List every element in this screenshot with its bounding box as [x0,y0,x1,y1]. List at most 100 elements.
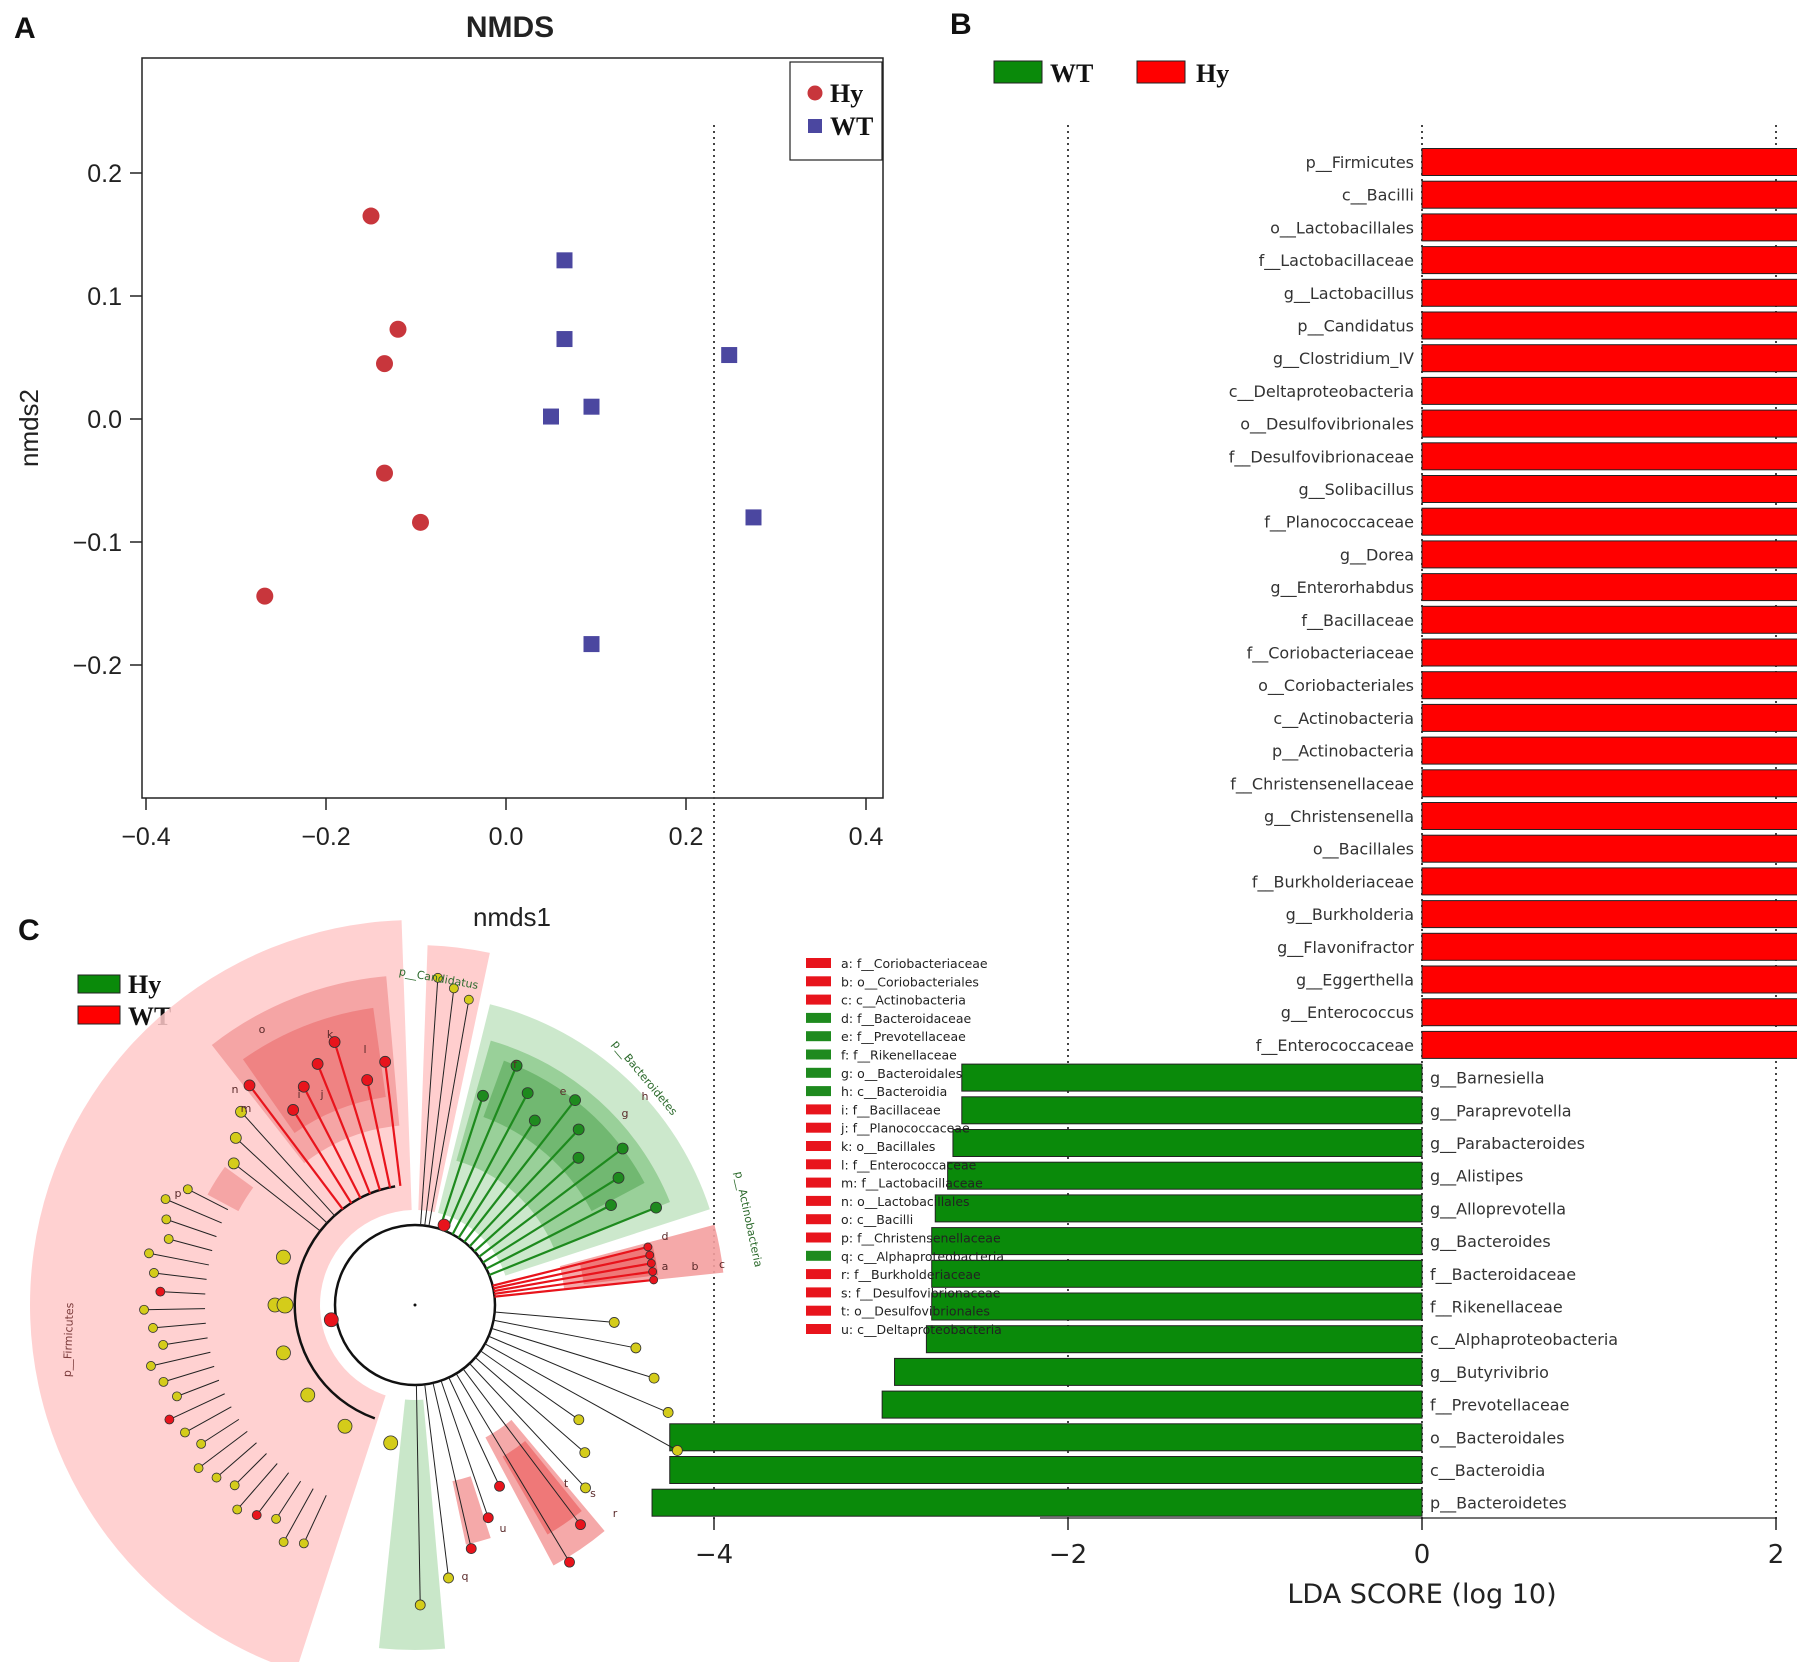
lda-x-tick-label: 2 [1768,1540,1785,1570]
nmds-point-wt [556,252,573,269]
lda-bar-label: g__Bacteroides [1430,1232,1551,1252]
lda-bar [934,1194,1423,1223]
clado-node-letter: j [319,1088,323,1101]
clado-branch [484,1343,678,1451]
clado-branch [216,1442,257,1478]
nmds-legend-hy-marker [807,85,823,101]
lda-bar-label: g__Lactobacillus [1284,284,1414,304]
lda-bar [1421,475,1797,503]
clado-branch [153,1272,207,1280]
clado-node [172,1391,182,1402]
clado-sector-label: p__Firmicutes [61,1302,77,1377]
clado-branch [144,1308,206,1311]
nmds-points [256,207,762,653]
lda-bar [1421,867,1797,896]
clado-branch [494,1270,653,1295]
clado-node [528,1114,541,1127]
lda-bar [961,1063,1423,1092]
clado-branch [303,1495,327,1544]
clado-node-letter: m [241,1102,252,1115]
clado-node [643,1242,653,1252]
clado-branch [424,988,455,1226]
lda-bar-label: f__Rikenellaceae [1430,1298,1563,1318]
clado-key-swatch [806,994,831,1005]
clado-key-swatch [806,1104,831,1115]
clado-branch [233,1163,321,1232]
nmds-x-axis: −0.4 −0.2 0.0 0.2 0.4 [121,798,883,851]
nmds-x-label: nmds1 [473,902,551,932]
clado-node [648,1267,658,1276]
clado-node [271,1513,282,1524]
nmds-y-tick-label: −0.1 [73,529,122,557]
lda-bar [1421,932,1797,961]
clado-node-letter: t [564,1477,569,1490]
lda-legend-hy-label: Hy [1196,59,1229,88]
nmds-point-wt [583,636,600,653]
clado-key-swatch [806,1305,831,1316]
clado-legend-wt-swatch [77,1005,121,1025]
nmds-title: NMDS [466,11,554,44]
clado-node [616,1142,629,1155]
clado-branch [148,1252,209,1266]
lda-bar-label: c__Bacteroidia [1430,1461,1545,1481]
clado-branch [184,1406,232,1433]
lda-bar [931,1227,1423,1256]
lda-bar-label: g__Solibacillus [1298,480,1414,500]
clado-node [211,1472,222,1483]
clado-key-label: d: f__Bacteroidaceae [841,1011,972,1026]
lda-bar-label: f__Enterococcaceae [1256,1036,1414,1056]
lda-panel: WT Hy p__Firmicutes c__Bacilli o__Lactobac… [651,59,1797,1610]
clado-node [579,1447,591,1459]
cladogram-panel: Hy WT p__Candidatusp__Bacteroidetesp__Ac… [30,920,1004,1662]
nmds-legend-box [789,61,883,161]
clado-node [311,1058,324,1070]
clado-node-letter: a [662,1260,669,1273]
clado-branch [176,1379,220,1397]
clado-key-swatch [806,1287,831,1298]
nmds-plot-frame [141,57,884,799]
lda-bar-label: f__Christensenellaceae [1230,774,1414,794]
lda-bar-label: g__Butyrivibrio [1430,1363,1549,1383]
clado-branch [420,977,439,1226]
clado-node-letter: c [719,1258,725,1271]
clado-node [477,1089,489,1102]
nmds-y-axis: 0.2 0.1 0.0 −0.1 −0.2 [73,160,142,680]
lda-bar [1421,703,1797,732]
clado-node-letter: r [613,1507,618,1520]
clado-branch [428,999,470,1227]
lda-bar [1421,246,1797,275]
nmds-y-tick-label: 0.0 [87,406,122,434]
clado-branch [234,1453,267,1486]
clado-branch [468,1128,580,1248]
clado-key-label: m: f__Lactobacillaceae [841,1176,983,1191]
clado-node [650,1201,662,1214]
clado-branch [480,1350,580,1421]
clado-key-swatch [806,1324,831,1334]
clado-branch [150,1351,211,1367]
clado-node [163,1234,174,1244]
lda-bar [1421,442,1797,471]
clado-sector-label: p__Actinobacteria [732,1170,765,1268]
nmds-y-label: nmds2 [14,389,44,467]
clado-node [180,1427,190,1438]
clado-branch [463,1099,576,1243]
lda-bar-label: g__Parabacteroides [1430,1134,1585,1154]
clado-node [139,1304,149,1315]
clado-key-label: b: o__Coriobacteriales [841,974,979,989]
clado-node-letter: s [590,1487,596,1500]
clado-node [144,1248,154,1259]
clado-node [164,1414,175,1425]
clado-key-label: l: f__Enterococcaceae [841,1157,977,1172]
clado-branch [493,1254,650,1290]
nmds-x-tick-label: 0.2 [669,823,704,851]
clado-node-letter: n [232,1083,239,1096]
lda-bar-label: c__Alphaproteobacteria [1430,1330,1618,1350]
clado-node [569,1094,581,1107]
clado-key-label: f: f__Rikenellaceae [841,1048,957,1063]
nmds-point-hy [376,355,393,373]
lda-bar [881,1390,1423,1419]
clado-node [278,1537,289,1547]
clado-key-swatch [806,1141,831,1151]
clado-node [448,983,459,994]
lda-bar [931,1292,1423,1321]
